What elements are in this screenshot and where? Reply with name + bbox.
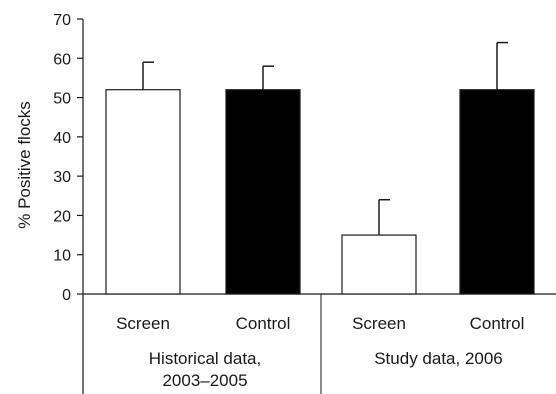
category-label: Screen: [116, 314, 170, 333]
y-tick-label: 60: [53, 51, 71, 68]
group-label: Study data, 2006: [374, 349, 503, 368]
y-axis-label: % Positive flocks: [15, 101, 34, 229]
y-tick-label: 70: [53, 12, 71, 29]
category-label: Screen: [352, 314, 406, 333]
labels: Screen Control Screen Control Historical dat…: [116, 314, 524, 390]
y-tick-label: 50: [53, 91, 71, 108]
bar-control-1: [225, 89, 301, 295]
group-label: 2003–2005: [162, 371, 247, 390]
bar-control-3: [459, 89, 535, 295]
y-tick-label: 20: [53, 208, 71, 225]
category-label: Control: [236, 314, 291, 333]
bar-screen-0: [105, 89, 181, 295]
category-label: Control: [470, 314, 525, 333]
y-tick-label: 30: [53, 169, 71, 186]
bars: [105, 41, 535, 295]
y-tick-label: 0: [62, 287, 71, 304]
bar-screen-2: [341, 234, 417, 295]
group-label: Historical data,: [149, 349, 261, 368]
y-tick-label: 40: [53, 130, 71, 147]
y-tick-label: 10: [53, 248, 71, 265]
